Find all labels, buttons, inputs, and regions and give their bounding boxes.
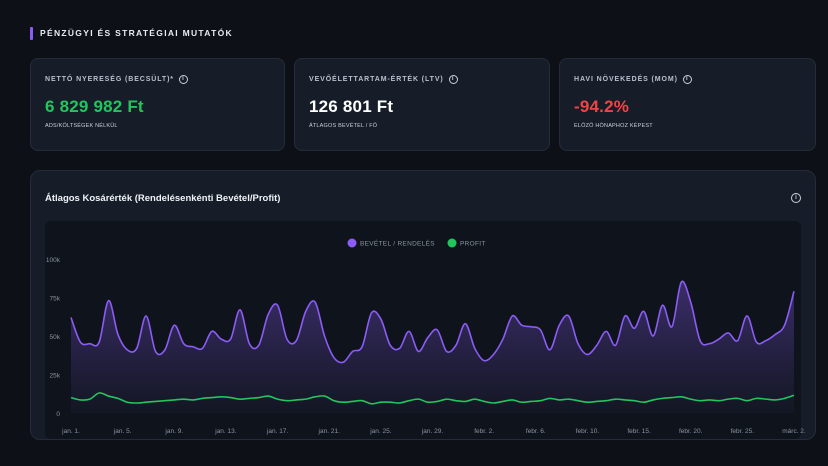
kpi-value: -94.2% <box>574 97 630 116</box>
y-tick-label: 25k <box>50 373 61 380</box>
kpi-label-row: NETTÓ NYERESÉG (BECSÜLT)* i <box>45 73 270 85</box>
x-tick-label: jan. 25. <box>369 428 392 435</box>
x-tick-label: jan. 9. <box>164 428 183 435</box>
x-tick-label: febr. 6. <box>526 428 546 435</box>
kpi-subtitle: ÁTLAGOS BEVÉTEL / FŐ <box>309 123 378 129</box>
section-accent-bar <box>30 26 33 40</box>
x-tick-label: febr. 2. <box>474 428 494 435</box>
kpi-card-net-profit: NETTÓ NYERESÉG (BECSÜLT)* i 6 829 982 Ft… <box>30 58 285 151</box>
legend-label: BEVÉTEL / RENDELÉS <box>360 239 435 248</box>
x-tick-label: jan. 17. <box>266 428 289 435</box>
x-tick-label: jan. 29. <box>421 428 444 435</box>
kpi-subtitle: ELŐZŐ HÓNAPHOZ KÉPEST <box>574 123 653 129</box>
legend-label: PROFIT <box>460 241 486 248</box>
kpi-card-mom-growth: HAVI NÖVEKEDÉS (MOM) i -94.2% ELŐZŐ HÓNA… <box>559 58 816 151</box>
series-line-1 <box>70 392 795 405</box>
info-icon[interactable]: i <box>682 74 692 84</box>
kpi-subtitle: ADS/KÖLTSÉGEK NÉLKÜL <box>45 123 118 129</box>
series-area-0 <box>71 281 794 413</box>
x-tick-label: febr. 15. <box>627 428 651 435</box>
x-tick-label: jan. 1. <box>61 428 80 435</box>
x-tick-label: febr. 25. <box>731 428 755 435</box>
section-header: PÉNZÜGYI ÉS STRATÉGIAI MUTATÓK <box>30 26 233 40</box>
y-tick-label: 50k <box>50 334 61 341</box>
x-tick-label: jan. 5. <box>113 428 132 435</box>
kpi-label: NETTÓ NYERESÉG (BECSÜLT)* <box>45 75 174 83</box>
legend-swatch <box>347 238 357 248</box>
legend-item: BEVÉTEL / RENDELÉS <box>347 238 435 248</box>
x-tick-label: márc. 2. <box>782 428 806 435</box>
kpi-value: 126 801 Ft <box>309 97 394 116</box>
kpi-label-row: HAVI NÖVEKEDÉS (MOM) i <box>574 73 801 85</box>
kpi-value: 6 829 982 Ft <box>45 97 144 116</box>
y-tick-label: 100k <box>46 257 61 264</box>
series-line-0 <box>70 280 795 364</box>
legend-item: PROFIT <box>447 238 486 248</box>
kpi-label: HAVI NÖVEKEDÉS (MOM) <box>574 75 678 83</box>
kpi-card-ltv: VEVŐÉLETTARTAM-ÉRTÉK (LTV) i 126 801 Ft … <box>294 58 550 151</box>
line-chart: BEVÉTEL / RENDELÉS PROFIT 0 25k 50k 75k 100k ja… <box>46 238 806 435</box>
chart-title: Átlagos Kosárérték (Rendelésenkénti Bevé… <box>45 193 281 204</box>
info-icon[interactable]: i <box>178 74 188 84</box>
y-tick-label: 75k <box>50 296 61 303</box>
chart-card: Átlagos Kosárérték (Rendelésenkénti Bevé… <box>30 170 816 440</box>
legend-swatch <box>447 238 457 248</box>
y-tick-label: 0 <box>56 411 60 418</box>
kpi-label-row: VEVŐÉLETTARTAM-ÉRTÉK (LTV) i <box>309 73 535 85</box>
section-title: PÉNZÜGYI ÉS STRATÉGIAI MUTATÓK <box>40 28 233 38</box>
x-tick-label: febr. 10. <box>576 428 600 435</box>
x-tick-label: jan. 13. <box>214 428 237 435</box>
info-icon[interactable]: i <box>448 74 458 84</box>
info-icon[interactable]: i <box>791 193 801 203</box>
x-tick-label: jan. 21. <box>318 428 341 435</box>
x-tick-label: febr. 20. <box>679 428 703 435</box>
kpi-label: VEVŐÉLETTARTAM-ÉRTÉK (LTV) <box>309 75 444 83</box>
